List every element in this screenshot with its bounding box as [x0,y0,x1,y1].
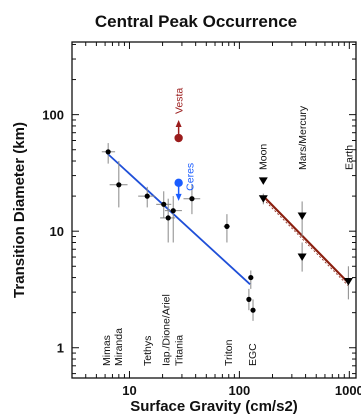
object-label: Iap./Dione/Ariel [160,294,172,366]
y-tick-label: 10 [50,224,64,239]
x-axis-label: Surface Gravity (cm/s2) [130,398,298,415]
x-tick-label: 1000 [335,383,361,398]
vesta-point [174,133,183,143]
object-labels: Ceres Vesta Mimas Miranda Tethys Iap./Dione/A… [101,88,355,366]
plot-frame [71,41,357,379]
rocky-data-point [343,278,353,286]
y-tick-label: 100 [42,108,64,123]
icy-data-point [189,196,195,202]
object-label: Mimas [101,335,113,366]
icy-data-point [165,215,171,221]
icy-data-point [246,296,252,302]
icy-data-point [248,274,254,281]
rocky-data-point [258,195,268,203]
object-label: Mars/Mercury [297,105,309,170]
object-label: EGC [247,343,259,366]
object-label: Miranda [113,328,125,366]
rocky-fit-line [262,195,350,284]
icy-data-point [224,223,230,229]
rocky-fit-band [263,198,349,287]
rocky-data-point [258,177,268,185]
x-tick-label: 100 [229,383,251,398]
rocky-data-point [297,253,307,262]
y-axis-label: Transition Diameter (km) [11,122,28,298]
ceres-arrow-head [175,193,182,201]
vesta-arrow-head [175,120,182,128]
object-label: Titania [173,335,185,366]
icy-data-point [250,307,256,313]
y-tick-label: 1 [57,341,64,356]
object-label: Moon [257,144,269,170]
icy-fit-line [106,152,251,285]
object-label: Tethys [142,336,154,366]
icy-data-point [170,208,176,214]
icy-data-point [116,182,122,188]
object-label: Triton [223,339,235,366]
icy-data-point [105,149,111,155]
icy-data-point [161,201,167,207]
chart-title: Central Peak Occurrence [95,12,297,31]
ceres-point [174,178,183,188]
object-label: Earth [343,145,355,170]
vesta-label: Vesta [174,88,186,114]
data-points [105,120,353,313]
axis-ticks: 10 100 1000 1 10 100 [42,42,361,398]
icy-data-point [144,193,150,199]
error-bars [101,143,349,321]
rocky-data-point [297,212,307,220]
ceres-label: Ceres [185,163,197,191]
x-tick-label: 10 [122,383,136,398]
fit-lines [106,152,350,287]
